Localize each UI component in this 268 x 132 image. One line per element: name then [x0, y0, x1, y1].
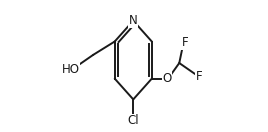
- Text: F: F: [182, 36, 188, 49]
- Text: Cl: Cl: [128, 114, 139, 127]
- Text: HO: HO: [61, 63, 80, 76]
- Text: O: O: [162, 72, 172, 85]
- Text: F: F: [196, 70, 202, 83]
- Text: N: N: [129, 14, 138, 27]
